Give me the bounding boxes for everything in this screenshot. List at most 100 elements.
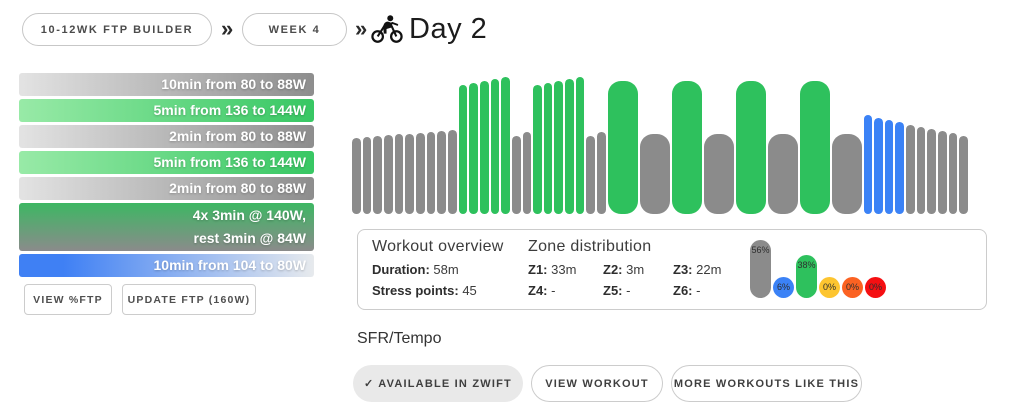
workout-bar-gray xyxy=(362,137,372,214)
zone-z4-stat: Z4: - xyxy=(528,283,555,298)
workout-bar-green xyxy=(671,81,702,214)
workout-bar-green xyxy=(799,81,830,214)
workout-bar-gray xyxy=(415,133,425,214)
workout-bar-gray xyxy=(639,134,670,214)
workout-bar-gray xyxy=(703,134,734,214)
duration-value: 58m xyxy=(433,262,459,277)
workout-bar-gray xyxy=(948,133,958,214)
stress-points-stat: Stress points: 45 xyxy=(372,283,477,298)
workout-bar-gray xyxy=(511,136,521,214)
stress-value: 45 xyxy=(462,283,477,298)
interval-row-label: 5min from 136 to 144W xyxy=(153,154,307,170)
workout-bar-blue xyxy=(884,119,894,214)
workout-bar-green xyxy=(533,84,542,214)
workout-bar-green xyxy=(458,84,468,214)
workout-bar-gray xyxy=(383,135,393,214)
z4-value: - xyxy=(551,283,556,298)
workout-bar-green xyxy=(469,82,478,214)
interval-row[interactable]: 2min from 80 to 88W xyxy=(19,177,314,200)
z6-value: - xyxy=(696,283,701,298)
z6-label: Z6: xyxy=(673,283,693,298)
interval-row[interactable]: 5min from 136 to 144W xyxy=(19,99,314,122)
workout-bar-green xyxy=(565,79,574,214)
workout-profile-chart xyxy=(352,64,972,214)
z3-label: Z3: xyxy=(673,262,693,277)
interval-row[interactable]: 2min from 80 to 88W xyxy=(19,125,314,148)
interval-row-label: 2min from 80 to 88W xyxy=(169,128,306,144)
zone-chart-bar: 0% xyxy=(842,277,863,298)
zone-chart-bar: 6% xyxy=(773,277,794,298)
interval-list: 10min from 80 to 88W 5min from 136 to 144… xyxy=(19,73,314,280)
zone-z5-stat: Z5: - xyxy=(603,283,630,298)
workout-bar-green xyxy=(554,81,564,214)
workout-bar-gray xyxy=(906,124,915,214)
breadcrumb-separator-icon: » xyxy=(221,16,234,41)
zone-distribution-mini-chart: 56% 6% 38% 0% 0% 0% xyxy=(750,240,886,298)
workout-bar-blue xyxy=(874,118,883,214)
duration-stat: Duration: 58m xyxy=(372,262,459,277)
interval-row[interactable]: 4x 3min @ 140W, rest 3min @ 84W xyxy=(19,203,314,251)
workout-bar-green xyxy=(543,82,553,214)
stress-label: Stress points: xyxy=(372,283,459,298)
workout-bar-gray xyxy=(352,138,361,214)
view-ftp-button[interactable]: VIEW %FTP xyxy=(24,284,112,315)
workout-bar-green xyxy=(607,81,638,214)
z4-label: Z4: xyxy=(528,283,548,298)
zone-z3-stat: Z3: 22m xyxy=(673,262,721,277)
workout-bar-gray xyxy=(927,128,937,214)
workout-bar-gray xyxy=(373,136,382,214)
workout-bar-gray xyxy=(394,134,404,214)
workout-bar-blue xyxy=(863,115,873,214)
workout-bar-gray xyxy=(426,132,436,214)
zone-chart-bar: 0% xyxy=(865,277,886,298)
workout-bar-gray xyxy=(447,130,457,214)
workout-bar-green xyxy=(735,81,766,214)
workout-bar-gray xyxy=(597,132,606,214)
breadcrumb-separator-icon: » xyxy=(355,16,368,41)
more-workouts-button[interactable]: MORE WORKOUTS LIKE THIS xyxy=(671,365,862,402)
workout-bar-gray xyxy=(405,134,414,214)
duration-label: Duration: xyxy=(372,262,430,277)
z2-value: 3m xyxy=(626,262,645,277)
workout-bar-blue xyxy=(895,121,905,214)
update-ftp-button[interactable]: UPDATE FTP (160W) xyxy=(122,284,256,315)
workout-bar-green xyxy=(490,79,500,214)
interval-row[interactable]: 10min from 80 to 88W xyxy=(19,73,314,96)
interval-row[interactable]: 10min from 104 to 80W xyxy=(19,254,314,277)
workout-bar-gray xyxy=(938,131,947,214)
workout-name: SFR/Tempo xyxy=(357,330,442,347)
view-workout-button[interactable]: VIEW WORKOUT xyxy=(531,365,663,402)
workout-bar-gray xyxy=(586,136,596,214)
workout-bar-gray xyxy=(916,126,926,214)
workout-bar-gray xyxy=(767,134,798,214)
zone-chart-bar: 0% xyxy=(819,277,840,298)
z2-label: Z2: xyxy=(603,262,623,277)
available-in-zwift-button[interactable]: ✓ AVAILABLE IN ZWIFT xyxy=(353,365,523,402)
interval-row-label: 4x 3min @ 140W, xyxy=(192,207,306,223)
workout-bar-gray xyxy=(437,131,446,214)
workout-bar-green xyxy=(575,77,585,214)
breadcrumb-week-button[interactable]: WEEK 4 xyxy=(242,13,347,46)
interval-row-label: rest 3min @ 84W xyxy=(193,230,306,246)
zone-chart-bar: 56% xyxy=(750,240,771,298)
zone-z6-stat: Z6: - xyxy=(673,283,700,298)
z1-value: 33m xyxy=(551,262,577,277)
interval-row-label: 2min from 80 to 88W xyxy=(169,180,306,196)
page-title: Day 2 xyxy=(409,13,488,45)
workout-bar-green xyxy=(501,77,510,214)
zone-distribution-title: Zone distribution xyxy=(528,238,652,255)
zone-chart-bar: 38% xyxy=(796,255,817,298)
cyclist-icon xyxy=(371,15,403,43)
breadcrumb-plan-button[interactable]: 10-12WK FTP BUILDER xyxy=(22,13,212,46)
workout-bar-gray xyxy=(959,136,969,214)
z5-label: Z5: xyxy=(603,283,623,298)
z1-label: Z1: xyxy=(528,262,548,277)
workout-bar-gray xyxy=(522,132,532,214)
z3-value: 22m xyxy=(696,262,722,277)
interval-row-label: 10min from 104 to 80W xyxy=(153,257,307,273)
z5-value: - xyxy=(626,283,631,298)
interval-row[interactable]: 5min from 136 to 144W xyxy=(19,151,314,174)
workout-bar-green xyxy=(479,81,489,214)
zone-z1-stat: Z1: 33m xyxy=(528,262,576,277)
